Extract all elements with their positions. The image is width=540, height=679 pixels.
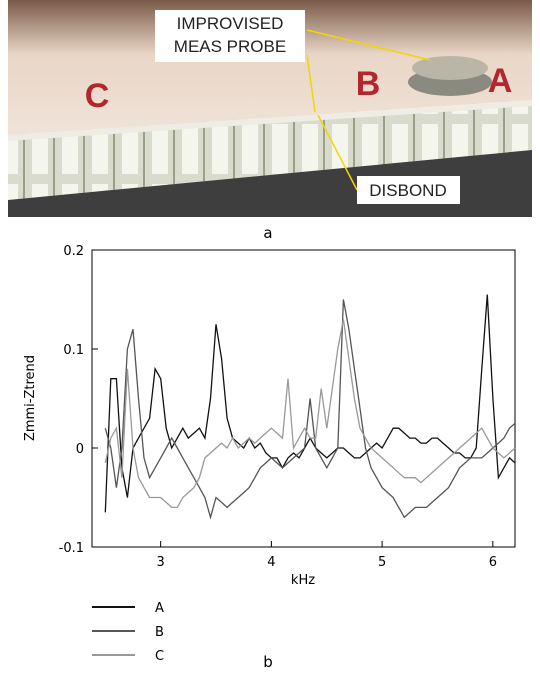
plot-frame (91, 249, 516, 548)
y-tick-label: 0 (76, 442, 84, 457)
y-tick-label: 0.1 (63, 343, 84, 358)
x-tick-label: 4 (267, 555, 275, 570)
region-letter: B (356, 65, 381, 103)
legend-label: A (155, 601, 164, 616)
x-tick-label: 5 (378, 555, 386, 570)
label-box (155, 10, 305, 62)
x-tick-label: 6 (489, 555, 497, 570)
probe-label: MEAS PROBE (174, 37, 286, 56)
region-letter: C (85, 77, 110, 115)
data-line (104, 299, 516, 520)
y-axis-label: Zmmi-Ztrend (23, 355, 38, 441)
legend-label: B (155, 625, 164, 640)
x-tick-label: 3 (157, 555, 165, 570)
honeycomb (8, 100, 532, 200)
disbond-label: DISBOND (369, 181, 446, 200)
pointer (306, 29, 431, 61)
region-letter: A (488, 62, 513, 100)
probe-top (412, 56, 488, 80)
label-box (357, 176, 460, 204)
y-tick-label: -0.1 (59, 541, 84, 556)
photo: IMPROVISED MEAS PROBE DISBOND C B A (8, 0, 532, 217)
skin (8, 100, 532, 141)
caption: b (263, 653, 273, 671)
data-line (104, 319, 516, 509)
legend-label: C (155, 649, 164, 664)
x-axis-label: kHz (291, 573, 315, 588)
probe-label: IMPROVISED (177, 14, 284, 33)
y-tick-label: 0.2 (63, 244, 84, 259)
pointer (317, 114, 358, 191)
caption: a (263, 224, 272, 242)
pointer (306, 54, 316, 113)
